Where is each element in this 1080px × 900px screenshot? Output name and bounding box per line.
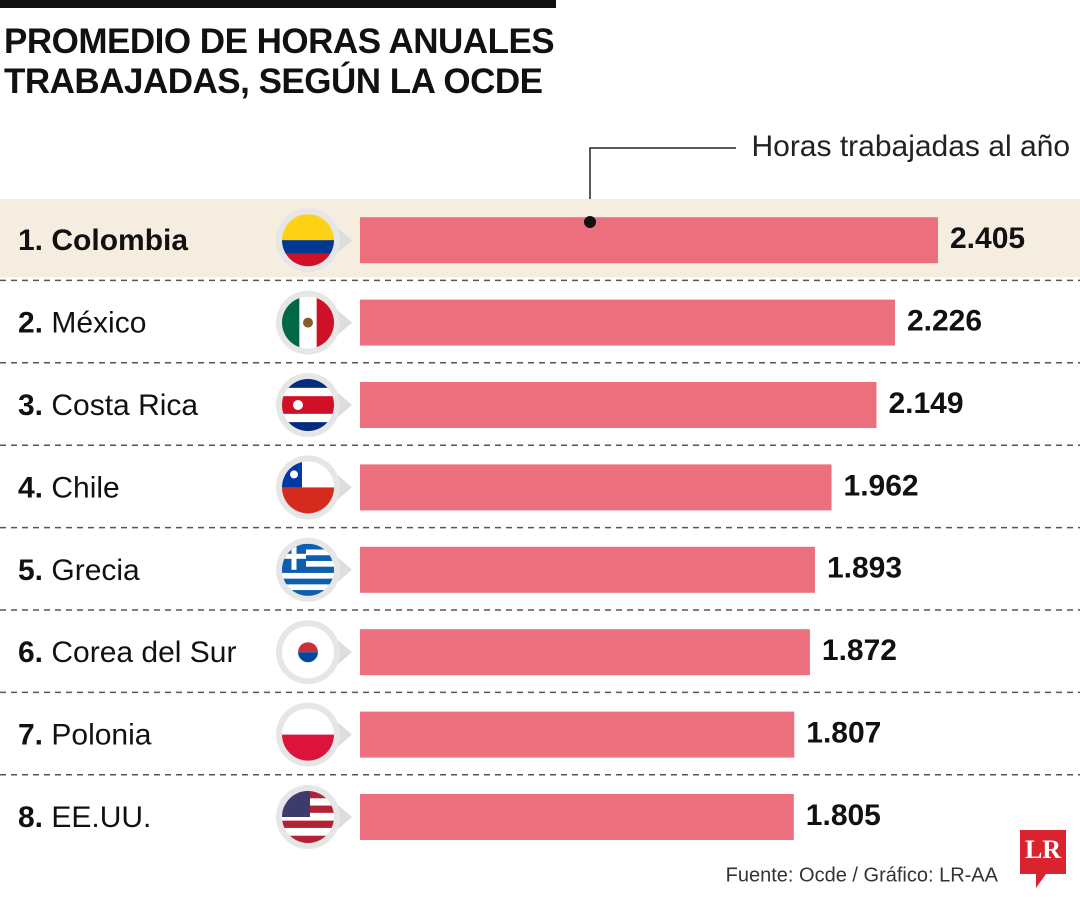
logo: LR	[1025, 835, 1061, 864]
flag-stripe	[282, 578, 334, 585]
category-label: 3. Costa Rica	[18, 389, 198, 422]
top-bar	[0, 0, 556, 8]
flag-stripe	[282, 555, 334, 562]
category-label: 1. Colombia	[18, 224, 188, 257]
flag-stripe	[282, 560, 334, 568]
flag-stripe	[282, 422, 334, 431]
rank: 8.	[18, 801, 43, 834]
bar	[360, 382, 877, 428]
value-label: 2.226	[907, 305, 982, 338]
rank: 7.	[18, 719, 43, 752]
flag-pointer	[338, 310, 352, 335]
category-name: Corea del Sur	[51, 636, 236, 669]
category-name: Polonia	[51, 719, 151, 752]
flag-emblem	[298, 652, 318, 663]
flag-stripe	[282, 549, 334, 556]
chart-title: PROMEDIO DE HORAS ANUALES TRABAJADAS, SE…	[4, 22, 555, 101]
flag-stripe	[282, 240, 334, 254]
bar	[360, 464, 832, 511]
value-label: 1.872	[822, 634, 897, 667]
rank: 3.	[18, 389, 43, 422]
flag-pointer	[338, 805, 352, 829]
value-label: 1.893	[827, 552, 902, 585]
flag-stripe	[282, 296, 300, 349]
flag-stripe	[282, 590, 334, 596]
category-label: 6. Corea del Sur	[18, 636, 236, 669]
category-label: 8. EE.UU.	[18, 801, 151, 834]
value-label: 1.805	[806, 799, 881, 832]
logo-box	[1020, 830, 1066, 888]
category-name: Colombia	[51, 224, 188, 257]
bar	[360, 546, 815, 593]
bar	[360, 299, 895, 346]
flag	[282, 626, 334, 679]
category-name: Costa Rica	[51, 389, 198, 422]
category-name: Chile	[51, 471, 119, 504]
flag-emblem	[303, 317, 313, 328]
value-label: 1.962	[844, 469, 919, 502]
flag-stripe	[282, 543, 334, 551]
flag-stripe	[282, 584, 334, 591]
flag-pointer	[338, 557, 352, 582]
annotation-dot	[584, 216, 596, 228]
bar	[360, 217, 938, 264]
category-name: EE.UU.	[51, 801, 151, 834]
flag-stripe	[282, 413, 334, 423]
flag	[282, 296, 334, 349]
flag-stripe	[282, 835, 334, 843]
category-label: 4. Chile	[18, 471, 120, 504]
flag-stripe	[282, 820, 334, 829]
flag	[282, 543, 334, 596]
value-label: 1.807	[806, 717, 881, 750]
category-label: 7. Polonia	[18, 719, 152, 752]
flag-stripe	[316, 296, 334, 349]
category-label: 2. México	[18, 307, 146, 340]
flag-emblem	[298, 642, 318, 653]
flag-pointer	[338, 393, 352, 417]
flag	[282, 791, 334, 843]
flag-stripe	[282, 379, 334, 389]
flag-cross	[291, 543, 297, 570]
flag-stripe	[282, 827, 334, 837]
flag-pointer	[338, 640, 352, 665]
bar	[360, 629, 810, 676]
source: Fuente: Ocde / Gráfico: LR-AA	[726, 864, 999, 886]
rank: 5.	[18, 554, 43, 587]
flag-stripe	[282, 572, 334, 580]
bar	[360, 794, 794, 840]
rank: 4.	[18, 471, 43, 504]
value-label: 2.405	[950, 222, 1025, 255]
flag-emblem	[293, 400, 303, 410]
rank: 6.	[18, 636, 43, 669]
flag-stripe	[282, 566, 334, 574]
flag-star	[290, 470, 298, 479]
annotation: Horas trabajadas al año	[751, 130, 1070, 163]
rank: 1.	[18, 224, 43, 257]
flag-pointer	[338, 722, 352, 747]
flag	[282, 379, 334, 431]
flag-pointer	[338, 228, 352, 253]
flag-stripe	[282, 396, 334, 415]
rank: 2.	[18, 307, 43, 340]
category-label: 5. Grecia	[18, 554, 140, 587]
annotation-line	[589, 147, 736, 222]
value-label: 2.149	[888, 387, 963, 420]
bar	[360, 711, 795, 758]
category-name: México	[51, 307, 146, 340]
flag-stripe	[282, 387, 334, 397]
flag-pointer	[338, 475, 352, 500]
category-name: Grecia	[51, 554, 140, 587]
